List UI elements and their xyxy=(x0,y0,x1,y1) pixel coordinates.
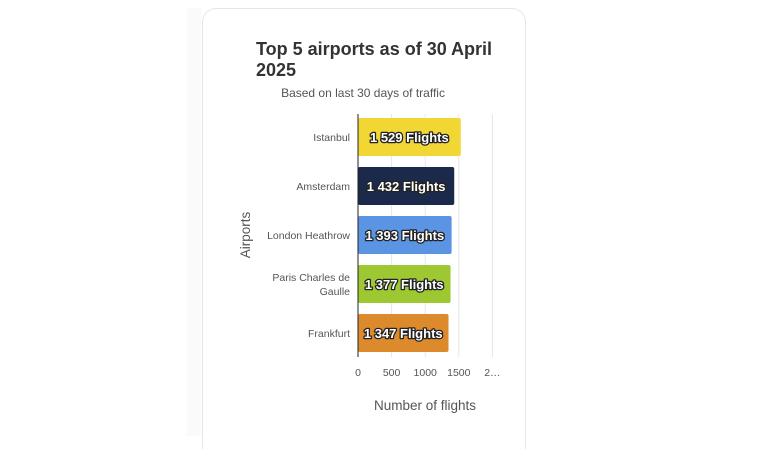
category-labels: Istanbul Amsterdam London Heathrow Paris Ch… xyxy=(267,132,350,340)
bar xyxy=(358,265,451,303)
y-axis-title: Airports xyxy=(238,211,253,258)
data-label: 1 432 Flights xyxy=(367,179,446,194)
x-tick-label: 500 xyxy=(383,367,401,379)
background-strip xyxy=(187,8,201,436)
category-label: Paris Charles de Gaulle xyxy=(272,272,350,298)
data-label: 1 529 Flights xyxy=(370,130,449,145)
x-tick-label: 0 xyxy=(355,367,361,379)
data-label: 1 347 Flights xyxy=(364,326,443,341)
category-label: London Heathrow xyxy=(267,230,350,242)
data-labels: 1 529 Flights 1 432 Flights 1 393 Flights 1… xyxy=(363,129,450,343)
bar xyxy=(358,167,455,205)
x-tick-labels: 0 500 1000 1500 2… xyxy=(355,367,500,379)
data-label: 1 393 Flights xyxy=(365,228,444,243)
bars xyxy=(358,118,461,352)
category-label: Amsterdam xyxy=(296,181,350,193)
x-axis-title: Number of flights xyxy=(374,398,476,413)
bar xyxy=(358,118,461,156)
x-tick-label: 1000 xyxy=(414,367,438,379)
data-label: 1 377 Flights xyxy=(365,277,444,292)
x-tick-label: 1500 xyxy=(447,367,471,379)
bar xyxy=(358,314,449,352)
category-label: Frankfurt xyxy=(308,328,350,340)
category-label: Istanbul xyxy=(313,132,350,144)
chart-subtitle: Based on last 30 days of traffic xyxy=(281,86,445,100)
x-tick-label: 2… xyxy=(484,367,500,379)
chart-title: Top 5 airports as of 30 April 2025 xyxy=(256,39,493,80)
bar xyxy=(358,216,452,254)
